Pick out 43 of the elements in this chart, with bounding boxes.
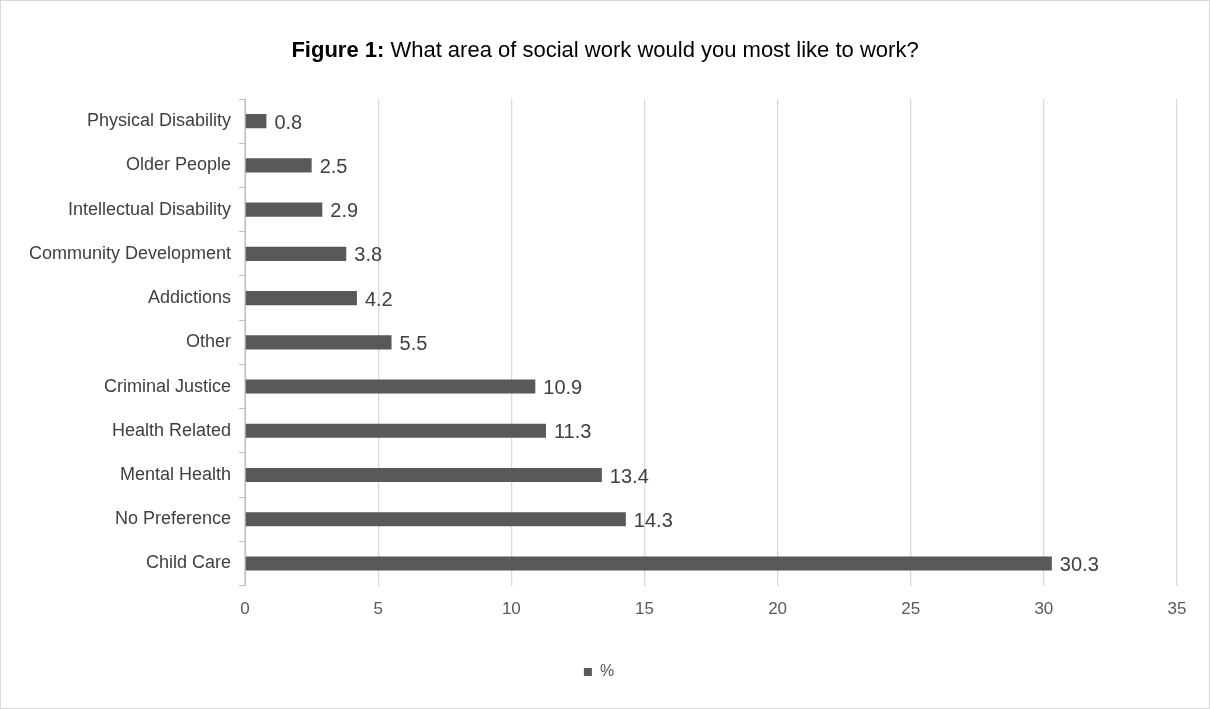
data-label: 5.5 bbox=[399, 331, 428, 354]
bar bbox=[245, 556, 1052, 571]
y-tick-label: Physical Disability bbox=[87, 110, 232, 131]
x-tick-label: 20 bbox=[768, 599, 788, 619]
data-label: 13.4 bbox=[609, 464, 649, 487]
data-label: 0.8 bbox=[274, 110, 303, 133]
x-tick-label: 25 bbox=[901, 599, 921, 619]
y-tick-label: No Preference bbox=[115, 508, 232, 529]
bar bbox=[245, 290, 357, 306]
bar bbox=[245, 246, 347, 261]
bar bbox=[245, 423, 546, 438]
bar bbox=[245, 202, 323, 217]
data-label: 30.3 bbox=[1059, 553, 1099, 575]
bar bbox=[245, 158, 312, 173]
legend-label: % bbox=[599, 662, 615, 680]
data-label: 10.9 bbox=[543, 376, 583, 399]
y-tick-label: Health Related bbox=[112, 419, 232, 440]
y-tick-label: Community Development bbox=[29, 242, 232, 263]
chart-title: Figure 1: What area of social work would you most like to work? bbox=[291, 37, 919, 62]
y-tick-label: Older People bbox=[126, 154, 232, 175]
x-tick-label: 35 bbox=[1167, 599, 1187, 619]
y-tick-label: Other bbox=[186, 331, 232, 352]
bar bbox=[245, 467, 602, 483]
x-tick-label: 0 bbox=[240, 599, 250, 619]
data-label: 11.3 bbox=[553, 420, 592, 443]
data-label: 3.8 bbox=[354, 243, 383, 266]
bar bbox=[245, 114, 267, 129]
x-tick-label: 10 bbox=[501, 599, 521, 619]
data-label: 2.5 bbox=[319, 154, 348, 177]
y-tick-label: Mental Health bbox=[120, 463, 232, 484]
x-tick-label: 30 bbox=[1034, 599, 1054, 619]
x-tick-label: 5 bbox=[373, 599, 383, 619]
data-label: 2.9 bbox=[330, 199, 359, 222]
bar bbox=[245, 335, 392, 350]
y-tick-label: Criminal Justice bbox=[104, 375, 232, 396]
data-label: 4.2 bbox=[364, 287, 393, 310]
y-tick-label: Intellectual Disability bbox=[68, 198, 232, 219]
y-tick-label: Child Care bbox=[146, 552, 232, 573]
data-label: 14.3 bbox=[633, 508, 673, 531]
bar bbox=[245, 379, 536, 394]
bar bbox=[245, 512, 626, 527]
y-tick-label: Addictions bbox=[148, 287, 232, 308]
x-tick-label: 15 bbox=[635, 599, 654, 619]
